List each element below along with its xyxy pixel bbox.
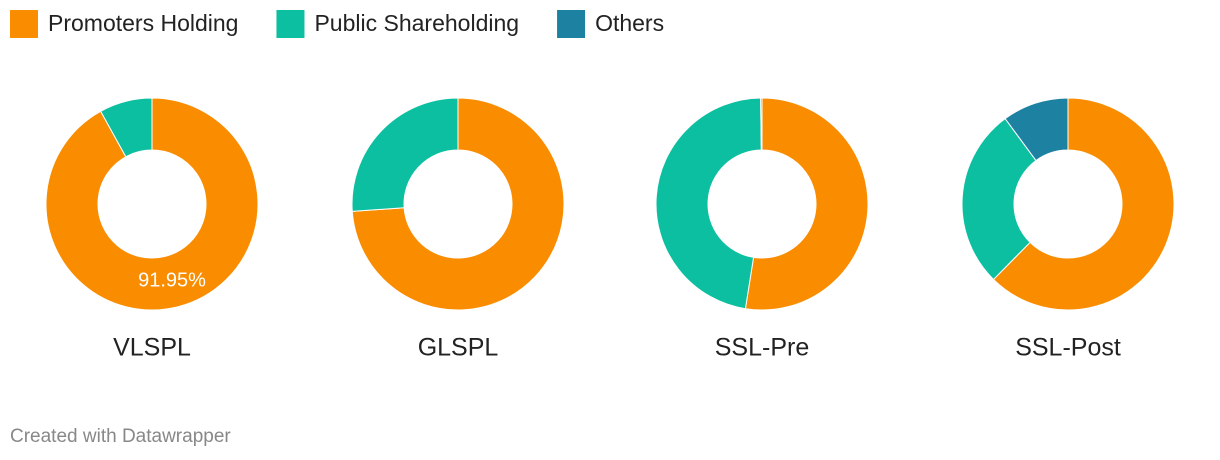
category-label: VLSPL <box>113 334 191 362</box>
donut-segment <box>351 97 565 311</box>
legend-label: Public Shareholding <box>314 10 519 36</box>
donut-segment <box>351 97 459 212</box>
legend-label: Promoters Holding <box>48 10 238 36</box>
legend-swatch <box>276 10 305 38</box>
donut-segment <box>655 97 762 310</box>
legend-swatch <box>10 10 38 38</box>
donut-segment <box>99 97 153 158</box>
credit: Created with Datawrapper <box>10 426 231 447</box>
donut-segment <box>992 97 1175 311</box>
donut-segment <box>1004 97 1069 162</box>
category-label: SSL-Pre <box>715 334 809 362</box>
donut-segment <box>961 117 1037 281</box>
legend-label: Others <box>595 10 664 36</box>
donut-segment <box>744 97 869 311</box>
category-label: SSL-Post <box>1015 334 1121 362</box>
legend-swatch <box>557 10 586 38</box>
donut-segment <box>45 97 259 311</box>
donut-segment <box>760 97 763 151</box>
category-label: GLSPL <box>418 334 499 362</box>
value-label: 91.95% <box>138 270 206 292</box>
